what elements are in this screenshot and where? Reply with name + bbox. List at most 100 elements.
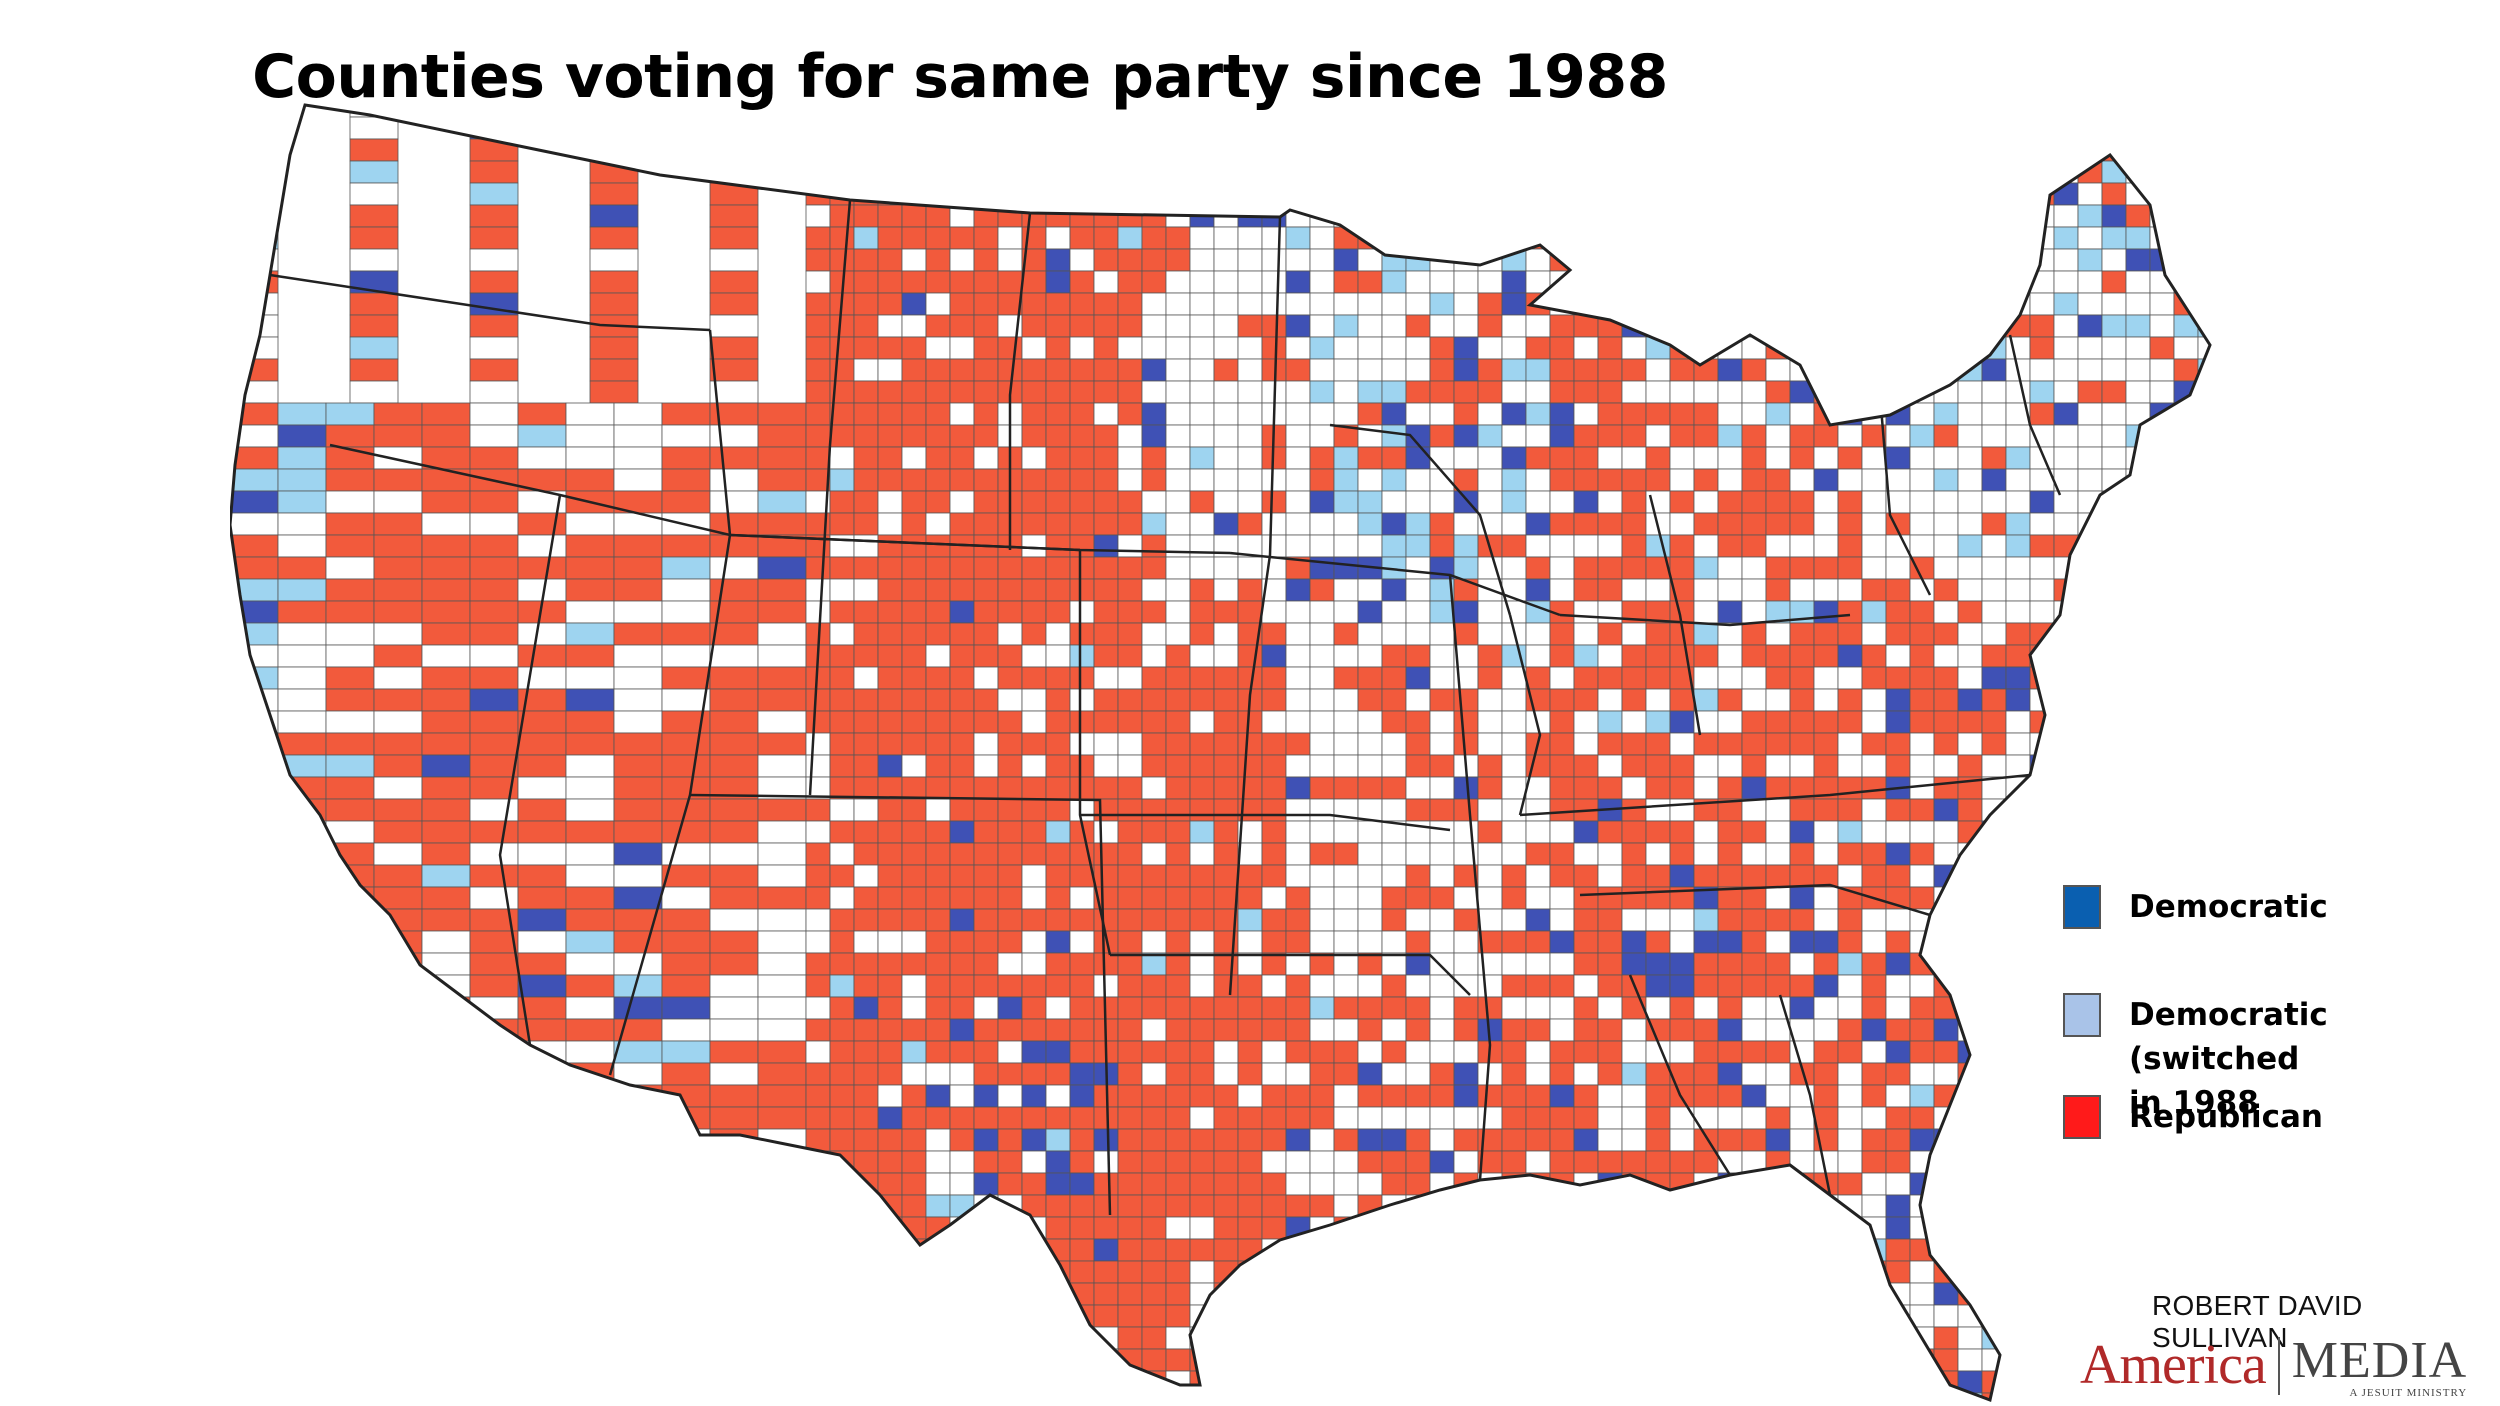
county-cell: [1501, 116, 1527, 140]
county-cell: [1933, 182, 1959, 206]
county-cell: [925, 468, 951, 492]
county-cell: [1525, 1348, 1551, 1372]
county-cell: [1357, 974, 1383, 998]
county-cell: [1597, 182, 1623, 206]
county-cell: [1909, 358, 1935, 382]
county-cell: [1597, 116, 1623, 140]
county-cell: [1285, 1062, 1311, 1086]
county-cell: [1021, 622, 1047, 646]
county-cell: [1261, 182, 1287, 206]
county-cell: [1813, 1062, 1839, 1086]
county-cell: [805, 380, 831, 404]
county-cell: [1069, 424, 1095, 448]
county-cell: [1621, 336, 1647, 360]
county-cell: [1693, 688, 1719, 712]
county-cell: [1405, 138, 1431, 162]
county-cell: [325, 666, 375, 690]
county-cell: [1237, 930, 1263, 954]
county-cell: [1189, 578, 1215, 602]
county-cell: [1285, 1304, 1311, 1328]
county-cell: [1285, 1150, 1311, 1174]
county-cell: [1405, 314, 1431, 338]
county-cell: [1117, 1018, 1143, 1042]
county-cell: [805, 1216, 831, 1240]
county-cell: [1261, 1128, 1287, 1152]
county-cell: [1765, 116, 1791, 140]
county-cell: [973, 1040, 999, 1064]
county-cell: [1165, 600, 1191, 624]
county-cell: [757, 710, 807, 734]
county-cell: [877, 468, 903, 492]
county-cell: [2077, 270, 2103, 294]
county-cell: [517, 798, 567, 822]
county-cell: [373, 754, 423, 778]
county-cell: [517, 1194, 567, 1218]
county-cell: [1429, 776, 1455, 800]
county-cell: [1981, 105, 2007, 118]
county-cell: [949, 182, 975, 206]
county-cell: [1837, 1326, 1863, 1350]
county-cell: [1357, 622, 1383, 646]
county-cell: [1621, 688, 1647, 712]
county-cell: [1429, 688, 1455, 712]
county-cell: [421, 864, 471, 888]
county-cell: [1717, 1260, 1743, 1284]
county-cell: [1885, 270, 1911, 294]
county-cell: [277, 776, 327, 800]
county-cell: [1429, 270, 1455, 294]
county-cell: [1813, 930, 1839, 954]
county-cell: [230, 798, 279, 822]
county-cell: [949, 798, 975, 822]
county-cell: [1717, 314, 1743, 338]
county-cell: [1357, 1260, 1383, 1284]
county-cell: [1909, 204, 1935, 228]
county-cell: [1141, 182, 1167, 206]
county-cell: [1813, 556, 1839, 580]
county-cell: [277, 1392, 327, 1400]
county-cell: [901, 248, 927, 272]
county-cell: [1357, 182, 1383, 206]
county-cell: [1381, 226, 1407, 250]
county-cell: [1165, 534, 1191, 558]
county-cell: [1669, 1326, 1695, 1350]
county-cell: [1693, 380, 1719, 404]
county-cell: [1597, 1238, 1623, 1262]
county-cell: [589, 270, 639, 294]
county-cell: [1405, 358, 1431, 382]
county-cell: [901, 314, 927, 338]
legend-label-line2: in 1988: [2129, 1085, 2259, 1121]
county-cell: [1261, 1106, 1287, 1130]
county-cell: [1909, 512, 1935, 536]
county-cell: [1141, 1304, 1167, 1328]
county-cell: [1621, 930, 1647, 954]
county-cell: [2125, 1304, 2151, 1328]
county-cell: [1141, 105, 1167, 118]
county-cell: [709, 1216, 759, 1240]
county-cell: [1117, 248, 1143, 272]
county-cell: [2029, 358, 2055, 382]
county-cell: [2149, 490, 2175, 514]
county-cell: [997, 974, 1023, 998]
county-cell: [757, 930, 807, 954]
county-cell: [1693, 138, 1719, 162]
county-cell: [613, 1304, 663, 1328]
county-cell: [1309, 160, 1335, 184]
county-cell: [757, 1084, 807, 1108]
county-cell: [1165, 512, 1191, 536]
county-cell: [1165, 314, 1191, 338]
county-cell: [1333, 1172, 1359, 1196]
county-cell: [1525, 380, 1551, 404]
county-cell: [421, 1392, 471, 1400]
county-cell: [1597, 952, 1623, 976]
county-cell: [1861, 952, 1887, 976]
county-cell: [1981, 1084, 2007, 1108]
county-cell: [2101, 776, 2127, 800]
county-cell: [2077, 798, 2103, 822]
county-cell: [2029, 1150, 2055, 1174]
county-cell: [1141, 578, 1167, 602]
county-cell: [1573, 1238, 1599, 1262]
county-cell: [1981, 1348, 2007, 1372]
county-cell: [1909, 534, 1935, 558]
county-cell: [1573, 842, 1599, 866]
county-cell: [1525, 1260, 1551, 1284]
